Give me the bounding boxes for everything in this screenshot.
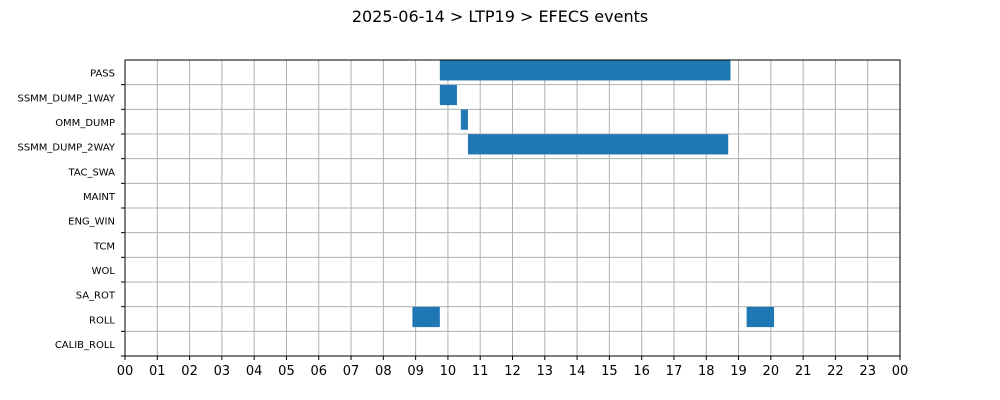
y-tick-label: ROLL — [89, 315, 115, 326]
event-bars — [412, 60, 775, 328]
x-tick-label: 14 — [569, 364, 586, 379]
x-tick-label: 21 — [795, 364, 812, 379]
chart-title: 2025-06-14 > LTP19 > EFECS events — [352, 7, 648, 26]
y-tick-label: WOL — [92, 266, 116, 277]
y-tick-label: PASS — [90, 69, 115, 80]
x-tick-label: 00 — [117, 364, 134, 379]
x-tick-label: 17 — [666, 364, 683, 379]
x-tick-label: 22 — [827, 364, 844, 379]
x-tick-label: 07 — [343, 364, 360, 379]
x-tick-label: 02 — [181, 364, 198, 379]
y-axis: PASS SSMM_DUMP_1WAY OMM_DUMP SSMM_DUMP_2WAY… — [17, 69, 125, 357]
x-tick-label: 13 — [537, 364, 554, 379]
y-tick-label: TCM — [93, 241, 115, 252]
y-tick-label: ENG_WIN — [68, 217, 115, 228]
x-axis: 00 01 02 03 04 05 06 07 08 09 10 11 12 13 14 15 16 17 18 19… — [117, 356, 909, 379]
x-tick-label: 04 — [246, 364, 263, 379]
x-tick-label: 16 — [633, 364, 650, 379]
x-tick-label: 00 — [892, 364, 909, 379]
x-tick-label: 18 — [698, 364, 715, 379]
y-tick-label: SA_ROT — [76, 291, 116, 302]
x-tick-label: 08 — [375, 364, 392, 379]
event-bar-ssmm-dump-1way — [439, 84, 457, 106]
x-tick-label: 01 — [149, 364, 166, 379]
event-bar-omm-dump — [460, 109, 468, 130]
plot-frame — [124, 59, 901, 357]
x-tick-label: 12 — [504, 364, 521, 379]
y-tick-label: CALIB_ROLL — [55, 340, 116, 351]
x-tick-label: 05 — [278, 364, 295, 379]
y-tick-label: MAINT — [83, 192, 116, 203]
y-tick-label: TAC_SWA — [67, 167, 115, 178]
event-bar-roll — [746, 306, 775, 328]
event-bar-pass — [439, 60, 731, 81]
x-tick-label: 11 — [472, 364, 489, 379]
x-tick-label: 23 — [859, 364, 876, 379]
x-tick-label: 20 — [763, 364, 780, 379]
x-tick-label: 09 — [407, 364, 424, 379]
x-tick-label: 06 — [310, 364, 327, 379]
y-tick-label: OMM_DUMP — [55, 118, 115, 129]
event-bar-ssmm-dump-2way — [467, 134, 729, 155]
x-tick-label: 10 — [440, 364, 457, 379]
event-bar-roll — [412, 306, 440, 328]
grid — [124, 60, 901, 357]
x-tick-label: 03 — [214, 364, 231, 379]
y-tick-label: SSMM_DUMP_2WAY — [17, 143, 115, 154]
x-tick-label: 15 — [601, 364, 618, 379]
x-tick-label: 19 — [730, 364, 747, 379]
y-tick-label: SSMM_DUMP_1WAY — [17, 93, 115, 104]
